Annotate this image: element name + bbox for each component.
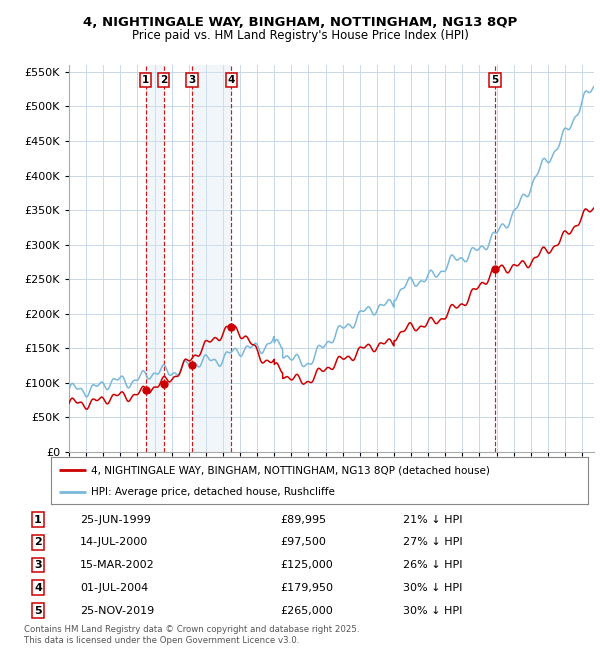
Text: £97,500: £97,500: [281, 538, 326, 547]
Text: 3: 3: [188, 75, 196, 84]
Text: 2: 2: [160, 75, 167, 84]
Text: 3: 3: [34, 560, 42, 570]
Text: 25-JUN-1999: 25-JUN-1999: [80, 515, 151, 525]
Text: 4: 4: [228, 75, 235, 84]
Text: 14-JUL-2000: 14-JUL-2000: [80, 538, 148, 547]
Text: £89,995: £89,995: [281, 515, 327, 525]
Text: 5: 5: [491, 75, 499, 84]
Text: HPI: Average price, detached house, Rushcliffe: HPI: Average price, detached house, Rush…: [91, 487, 335, 497]
Bar: [146, 65, 164, 452]
Text: 1: 1: [34, 515, 42, 525]
Text: 1: 1: [142, 75, 149, 84]
Text: 30% ↓ HPI: 30% ↓ HPI: [403, 606, 463, 616]
Text: £179,950: £179,950: [281, 583, 334, 593]
Text: Price paid vs. HM Land Registry's House Price Index (HPI): Price paid vs. HM Land Registry's House …: [131, 29, 469, 42]
Text: 2: 2: [34, 538, 42, 547]
Text: 30% ↓ HPI: 30% ↓ HPI: [403, 583, 463, 593]
Text: 4: 4: [34, 583, 42, 593]
Text: 15-MAR-2002: 15-MAR-2002: [80, 560, 155, 570]
Text: 5: 5: [34, 606, 42, 616]
Text: Contains HM Land Registry data © Crown copyright and database right 2025.
This d: Contains HM Land Registry data © Crown c…: [24, 625, 359, 645]
Text: 27% ↓ HPI: 27% ↓ HPI: [403, 538, 463, 547]
Bar: [192, 65, 232, 452]
Text: £265,000: £265,000: [281, 606, 334, 616]
Text: 26% ↓ HPI: 26% ↓ HPI: [403, 560, 463, 570]
Text: 25-NOV-2019: 25-NOV-2019: [80, 606, 154, 616]
Text: £125,000: £125,000: [281, 560, 334, 570]
Text: 4, NIGHTINGALE WAY, BINGHAM, NOTTINGHAM, NG13 8QP: 4, NIGHTINGALE WAY, BINGHAM, NOTTINGHAM,…: [83, 16, 517, 29]
Text: 21% ↓ HPI: 21% ↓ HPI: [403, 515, 463, 525]
Text: 01-JUL-2004: 01-JUL-2004: [80, 583, 148, 593]
Text: 4, NIGHTINGALE WAY, BINGHAM, NOTTINGHAM, NG13 8QP (detached house): 4, NIGHTINGALE WAY, BINGHAM, NOTTINGHAM,…: [91, 465, 490, 475]
